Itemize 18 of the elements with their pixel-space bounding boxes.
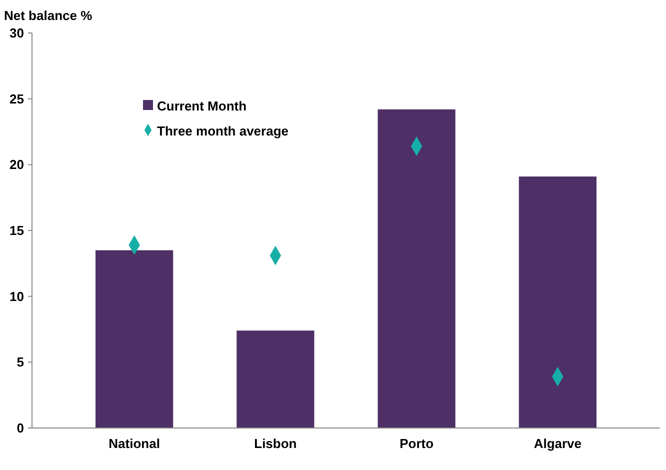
y-tick-label: 25 (10, 91, 24, 106)
bar (378, 109, 456, 428)
y-axis-title: Net balance % (4, 8, 93, 23)
x-tick-label: National (108, 436, 160, 451)
y-tick-label: 20 (10, 157, 24, 172)
x-tick-label: Lisbon (254, 436, 297, 451)
y-tick-label: 10 (10, 288, 24, 304)
legend-label: Three month average (157, 124, 288, 139)
bar (518, 176, 596, 428)
y-tick-label: 30 (10, 26, 24, 41)
bar (96, 250, 174, 428)
y-tick-label: 0 (16, 420, 24, 436)
y-tick-label: 5 (16, 354, 24, 370)
bar (236, 330, 314, 428)
x-tick-label: Algarve (534, 436, 582, 451)
x-tick-label: Porto (400, 436, 434, 451)
y-tick-label: 15 (10, 223, 24, 238)
legend-label: Current Month (157, 98, 247, 114)
